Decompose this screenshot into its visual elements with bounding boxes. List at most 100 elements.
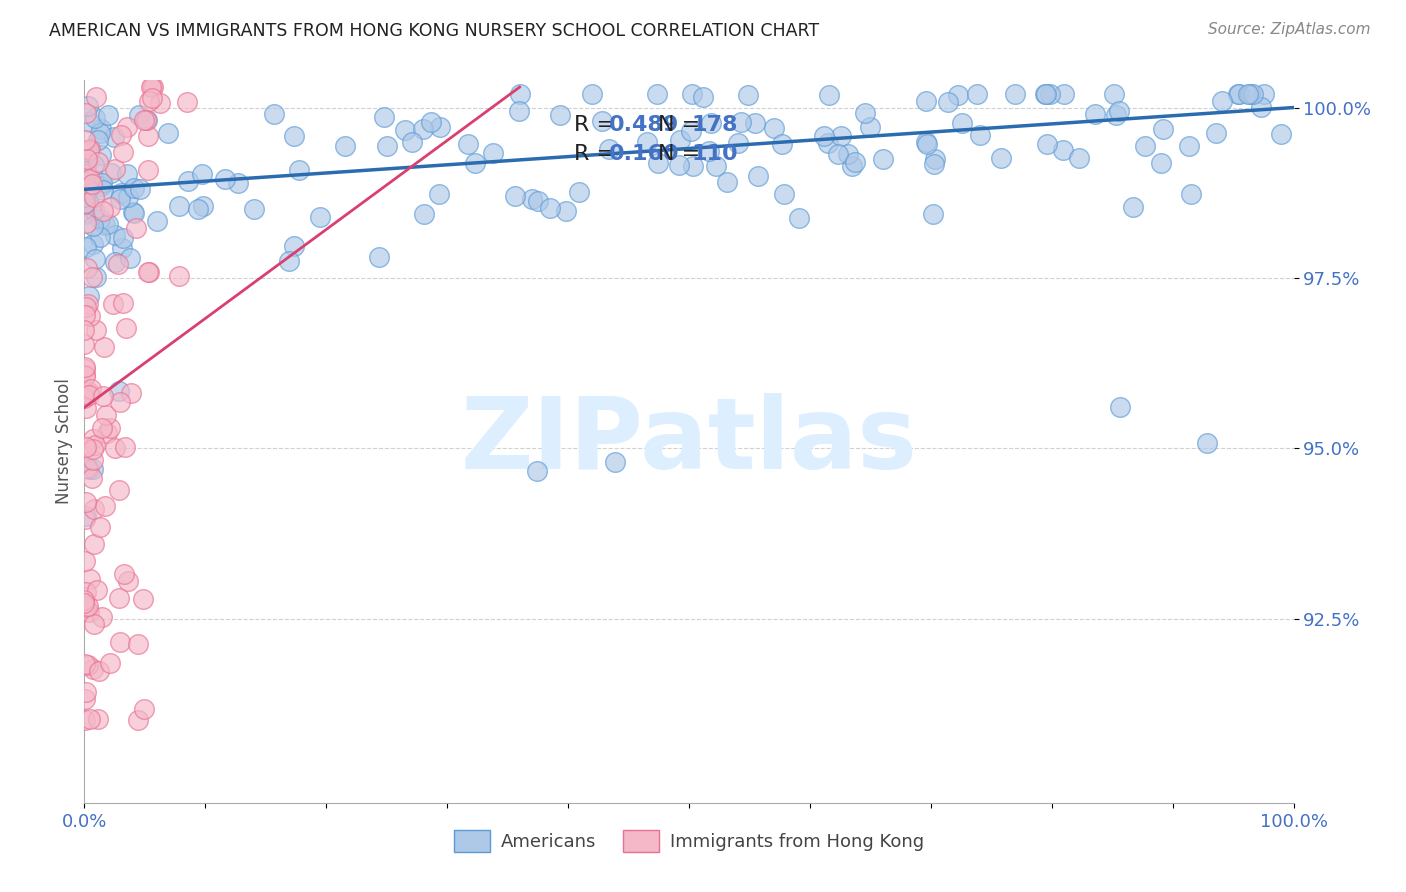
Point xyxy=(93,218,115,232)
Point xyxy=(75,133,97,147)
Point xyxy=(156,126,179,140)
Point xyxy=(115,321,138,335)
Text: R =: R = xyxy=(574,144,623,164)
Point xyxy=(692,89,714,103)
Point xyxy=(77,297,100,311)
Point xyxy=(401,135,423,149)
Point xyxy=(772,187,794,202)
Point xyxy=(77,289,100,303)
Point xyxy=(82,442,104,456)
Point xyxy=(75,177,97,191)
Point xyxy=(1135,139,1157,153)
Point xyxy=(114,441,136,455)
Point xyxy=(79,173,101,187)
Point xyxy=(84,252,107,267)
Point xyxy=(89,212,111,227)
Point xyxy=(412,207,434,221)
Point xyxy=(429,120,451,134)
Point xyxy=(915,137,938,152)
Point xyxy=(373,110,395,124)
Point xyxy=(73,692,96,706)
Point xyxy=(375,139,398,153)
Point xyxy=(191,199,214,213)
Point xyxy=(681,87,703,101)
Legend: Americans, Immigrants from Hong Kong: Americans, Immigrants from Hong Kong xyxy=(447,822,931,859)
Point xyxy=(419,115,441,129)
Point xyxy=(1039,87,1062,101)
Point xyxy=(100,166,122,180)
Point xyxy=(132,702,155,716)
Point xyxy=(827,147,849,161)
Point xyxy=(75,685,97,699)
Point xyxy=(309,210,332,224)
Point xyxy=(1102,87,1125,101)
Point xyxy=(844,155,866,169)
Point xyxy=(115,167,138,181)
Point xyxy=(1237,87,1260,101)
Point xyxy=(73,384,96,399)
Point xyxy=(101,296,124,310)
Point xyxy=(146,214,169,228)
Point xyxy=(127,637,149,651)
Point xyxy=(86,712,108,726)
Point xyxy=(84,270,107,285)
Point xyxy=(966,87,988,101)
Point xyxy=(1052,143,1074,157)
Point xyxy=(75,308,97,322)
Point xyxy=(76,181,98,195)
Point xyxy=(75,512,97,526)
Point xyxy=(82,432,104,446)
Point xyxy=(76,145,98,159)
Point xyxy=(645,87,668,101)
Point xyxy=(91,183,114,197)
Point xyxy=(1084,107,1107,121)
Point xyxy=(647,156,669,170)
Point xyxy=(394,123,416,137)
Point xyxy=(457,136,479,151)
Point xyxy=(555,204,578,219)
Text: 0.160: 0.160 xyxy=(609,144,679,164)
Point xyxy=(226,177,249,191)
Point xyxy=(75,599,97,614)
Point xyxy=(82,462,104,476)
Point xyxy=(76,152,98,166)
Point xyxy=(77,658,100,673)
Point xyxy=(135,113,157,128)
Point xyxy=(837,147,859,161)
Point xyxy=(136,129,159,144)
Point xyxy=(80,382,103,396)
Point xyxy=(82,270,104,285)
Point xyxy=(77,599,100,613)
Point xyxy=(176,173,198,187)
Point xyxy=(86,323,108,337)
Point xyxy=(744,116,766,130)
Point xyxy=(859,120,882,134)
Point xyxy=(110,186,132,200)
Point xyxy=(77,385,100,400)
Point xyxy=(108,192,131,206)
Point xyxy=(922,207,945,221)
Point xyxy=(98,200,121,214)
Point xyxy=(368,250,391,264)
Point xyxy=(682,159,704,173)
Point xyxy=(1253,87,1275,101)
Point xyxy=(91,421,114,435)
Point xyxy=(80,471,103,485)
Point xyxy=(87,155,110,169)
Point xyxy=(103,227,125,242)
Point xyxy=(138,94,160,108)
Point xyxy=(104,161,127,176)
Point xyxy=(214,172,236,186)
Point xyxy=(1109,400,1132,414)
Point xyxy=(73,554,96,568)
Point xyxy=(120,385,142,400)
Point xyxy=(122,180,145,194)
Point xyxy=(730,115,752,129)
Point xyxy=(90,179,112,194)
Text: N =: N = xyxy=(658,144,707,164)
Point xyxy=(79,143,101,157)
Point xyxy=(89,230,111,244)
Point xyxy=(191,167,214,181)
Point xyxy=(830,129,852,144)
Point xyxy=(136,163,159,178)
